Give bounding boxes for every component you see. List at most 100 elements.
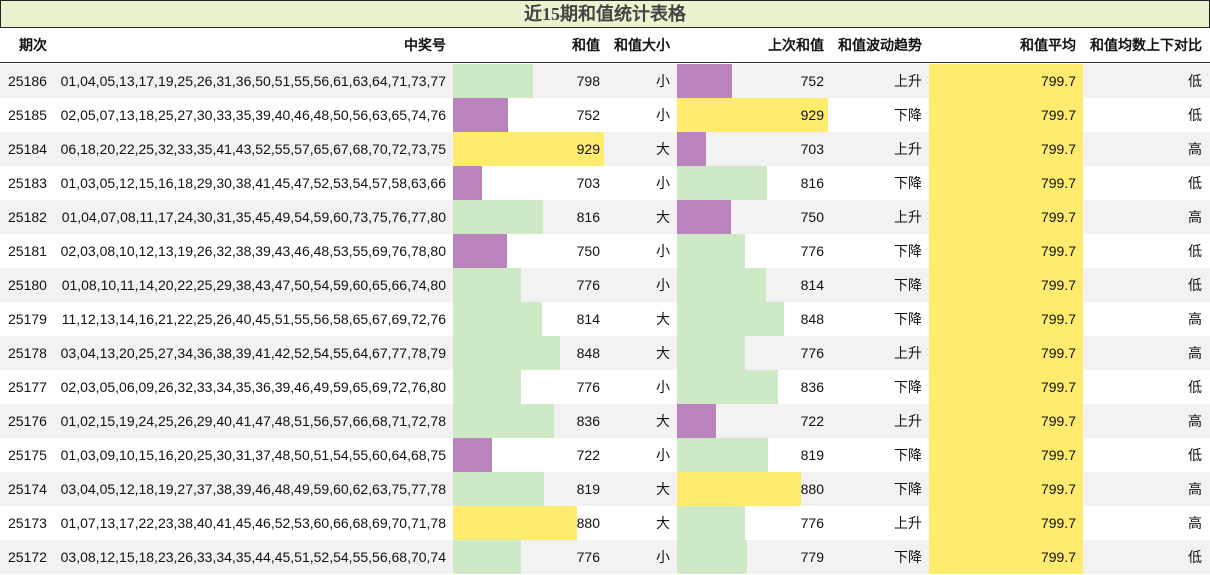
compare-cell: 高 (1188, 515, 1202, 531)
compare-cell: 低 (1188, 549, 1202, 565)
sum-bar (453, 98, 509, 132)
table-row: 25182 01,04,07,08,11,17,24,30,31,35,45,49… (0, 200, 1210, 234)
table-row: 25174 03,04,05,12,18,19,27,37,38,39,46,48… (0, 472, 1210, 506)
table-row: 25177 02,03,05,06,09,26,32,33,34,35,36,39… (0, 370, 1210, 404)
sum-bar (453, 438, 492, 472)
sum-bar (453, 200, 543, 234)
table-row: 25186 01,04,05,13,17,19,25,26,31,36,50,51… (0, 64, 1210, 98)
prev-sum-cell: 722 (800, 413, 824, 429)
numbers-cell: 01,08,10,11,14,20,22,25,29,38,43,47,50,5… (61, 277, 446, 293)
size-cell: 大 (656, 209, 670, 225)
avg-bar (929, 370, 1083, 404)
header-prev-sum: 上次和值 (768, 37, 824, 53)
period-cell: 25177 (8, 379, 47, 395)
sum-cell: 750 (576, 243, 600, 259)
trend-cell: 下降 (894, 311, 922, 327)
avg-cell: 799.7 (1040, 107, 1076, 123)
prev-sum-cell: 776 (800, 515, 824, 531)
prev-sum-cell: 750 (800, 209, 824, 225)
compare-cell: 高 (1188, 311, 1202, 327)
period-cell: 25180 (8, 277, 47, 293)
prev-sum-bar (677, 268, 766, 302)
trend-cell: 下降 (894, 277, 922, 293)
sum-cell: 819 (576, 481, 600, 497)
avg-bar (929, 268, 1083, 302)
table-row: 25185 02,05,07,13,18,25,27,30,33,35,39,40… (0, 98, 1210, 132)
avg-cell: 799.7 (1040, 141, 1076, 157)
avg-cell: 799.7 (1040, 243, 1076, 259)
period-cell: 25182 (8, 209, 47, 225)
trend-cell: 上升 (894, 141, 922, 157)
prev-sum-cell: 776 (800, 243, 824, 259)
prev-sum-bar (677, 98, 828, 132)
sum-bar (453, 506, 578, 540)
sum-bar (453, 166, 482, 200)
sum-cell: 703 (576, 175, 600, 191)
numbers-cell: 03,04,13,20,25,27,34,36,38,39,41,42,52,5… (60, 345, 446, 361)
numbers-cell: 01,03,05,12,15,16,18,29,30,38,41,45,47,5… (60, 175, 446, 191)
avg-bar (929, 132, 1083, 166)
size-cell: 大 (656, 413, 670, 429)
sum-bar (453, 370, 522, 404)
avg-cell: 799.7 (1040, 277, 1076, 293)
compare-cell: 低 (1188, 277, 1202, 293)
sum-bar (453, 64, 533, 98)
prev-sum-bar (677, 370, 778, 404)
avg-cell: 799.7 (1040, 515, 1076, 531)
trend-cell: 上升 (894, 209, 922, 225)
table-title: 近15期和值统计表格 (0, 0, 1210, 28)
avg-cell: 799.7 (1040, 175, 1076, 191)
trend-cell: 下降 (894, 107, 922, 123)
period-cell: 25175 (8, 447, 47, 463)
sum-cell: 848 (576, 345, 600, 361)
sum-bar (453, 132, 604, 166)
period-cell: 25178 (8, 345, 47, 361)
sum-cell: 814 (576, 311, 600, 327)
avg-cell: 799.7 (1040, 447, 1076, 463)
prev-sum-bar (677, 472, 802, 506)
table-row: 25179 11,12,13,14,16,21,22,25,26,40,45,51… (0, 302, 1210, 336)
prev-sum-cell: 816 (800, 175, 824, 191)
period-cell: 25172 (8, 549, 47, 565)
prev-sum-bar (677, 336, 746, 370)
avg-bar (929, 302, 1083, 336)
table-header: 期次 中奖号 和值 和值大小 上次和值 和值波动趋势 和值平均 和值均数上下对比 (0, 28, 1210, 63)
compare-cell: 低 (1188, 379, 1202, 395)
prev-sum-bar (677, 540, 747, 574)
period-cell: 25185 (8, 107, 47, 123)
numbers-cell: 02,05,07,13,18,25,27,30,33,35,39,40,46,4… (60, 107, 446, 123)
size-cell: 小 (656, 73, 670, 89)
trend-cell: 下降 (894, 549, 922, 565)
header-compare: 和值均数上下对比 (1090, 37, 1202, 53)
compare-cell: 低 (1188, 107, 1202, 123)
numbers-cell: 01,07,13,17,22,23,38,40,41,45,46,52,53,6… (60, 515, 446, 531)
sum-cell: 798 (576, 73, 600, 89)
size-cell: 大 (656, 515, 670, 531)
size-cell: 小 (656, 107, 670, 123)
header-period: 期次 (19, 37, 47, 53)
period-cell: 25176 (8, 413, 47, 429)
numbers-cell: 03,08,12,15,18,23,26,33,34,35,44,45,51,5… (60, 549, 446, 565)
trend-cell: 上升 (894, 73, 922, 89)
sum-cell: 776 (576, 549, 600, 565)
numbers-cell: 01,04,07,08,11,17,24,30,31,35,45,49,54,5… (61, 209, 446, 225)
sum-bar (453, 404, 554, 438)
numbers-cell: 02,03,08,10,12,13,19,26,32,38,39,43,46,4… (60, 243, 446, 259)
header-size: 和值大小 (614, 37, 670, 53)
table-body: 25186 01,04,05,13,17,19,25,26,31,36,50,51… (0, 64, 1210, 574)
avg-bar (929, 506, 1083, 540)
trend-cell: 上升 (894, 345, 922, 361)
table-row: 25178 03,04,13,20,25,27,34,36,38,39,41,42… (0, 336, 1210, 370)
compare-cell: 高 (1188, 209, 1202, 225)
sum-cell: 929 (576, 141, 600, 157)
trend-cell: 下降 (894, 481, 922, 497)
table-row: 25181 02,03,08,10,12,13,19,26,32,38,39,43… (0, 234, 1210, 268)
period-cell: 25181 (8, 243, 47, 259)
table-row: 25184 06,18,20,22,25,32,33,35,41,43,52,55… (0, 132, 1210, 166)
trend-cell: 下降 (894, 243, 922, 259)
prev-sum-bar (677, 200, 731, 234)
prev-sum-bar (677, 132, 706, 166)
numbers-cell: 06,18,20,22,25,32,33,35,41,43,52,55,57,6… (60, 141, 446, 157)
compare-cell: 低 (1188, 243, 1202, 259)
